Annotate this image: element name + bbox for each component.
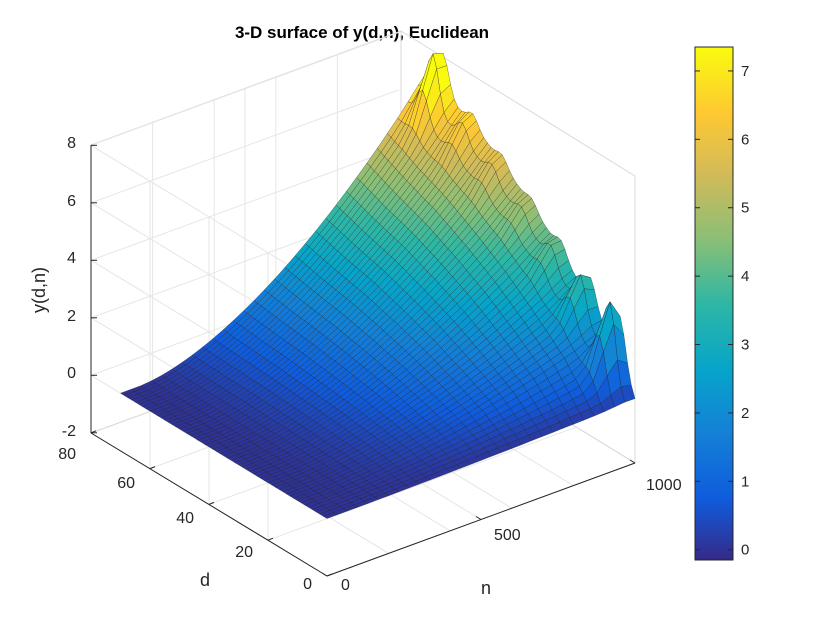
d-axis-line [90,432,328,577]
z-tick-label: 0 [67,365,76,382]
z-axis-label: y(d,n) [29,267,49,313]
tick-marks [90,144,636,577]
z-tick-label: 8 [67,135,76,152]
n-tick-label: 0 [341,577,350,594]
colorbar-tick-label: 7 [741,63,749,80]
d-tick-label: 40 [176,510,194,527]
d-tick-label: 80 [58,446,76,463]
chart-title: 3-D surface of y(d,n), Euclidean [235,23,489,42]
d-tick-label: 20 [235,544,253,561]
colorbar-tick-label: 1 [741,473,749,490]
colorbar-ticks [695,70,733,551]
colorbar-tick-label: 5 [741,200,749,217]
n-tick-label: 1000 [646,477,682,494]
surface-patch [322,512,338,519]
n-axis-label: n [481,578,491,598]
colorbar-tick-label: 6 [741,131,749,148]
colorbar [694,46,734,561]
colorbar-tick-label: 2 [741,405,749,422]
z-tick-label: -2 [62,423,76,440]
z-tick-label: 6 [67,193,76,210]
d-tick-label: 60 [117,475,135,492]
surface-mesh [120,53,636,519]
d-axis-label: d [200,570,210,590]
z-tick-label: 4 [67,250,76,267]
z-tick-label: 2 [67,308,76,325]
colorbar-tick-label: 3 [741,337,749,354]
d-tick-label: 0 [303,576,312,593]
colorbar-tick-label: 0 [741,542,749,559]
colorbar-tick-label: 4 [741,268,749,285]
n-tick-label: 500 [494,527,521,544]
